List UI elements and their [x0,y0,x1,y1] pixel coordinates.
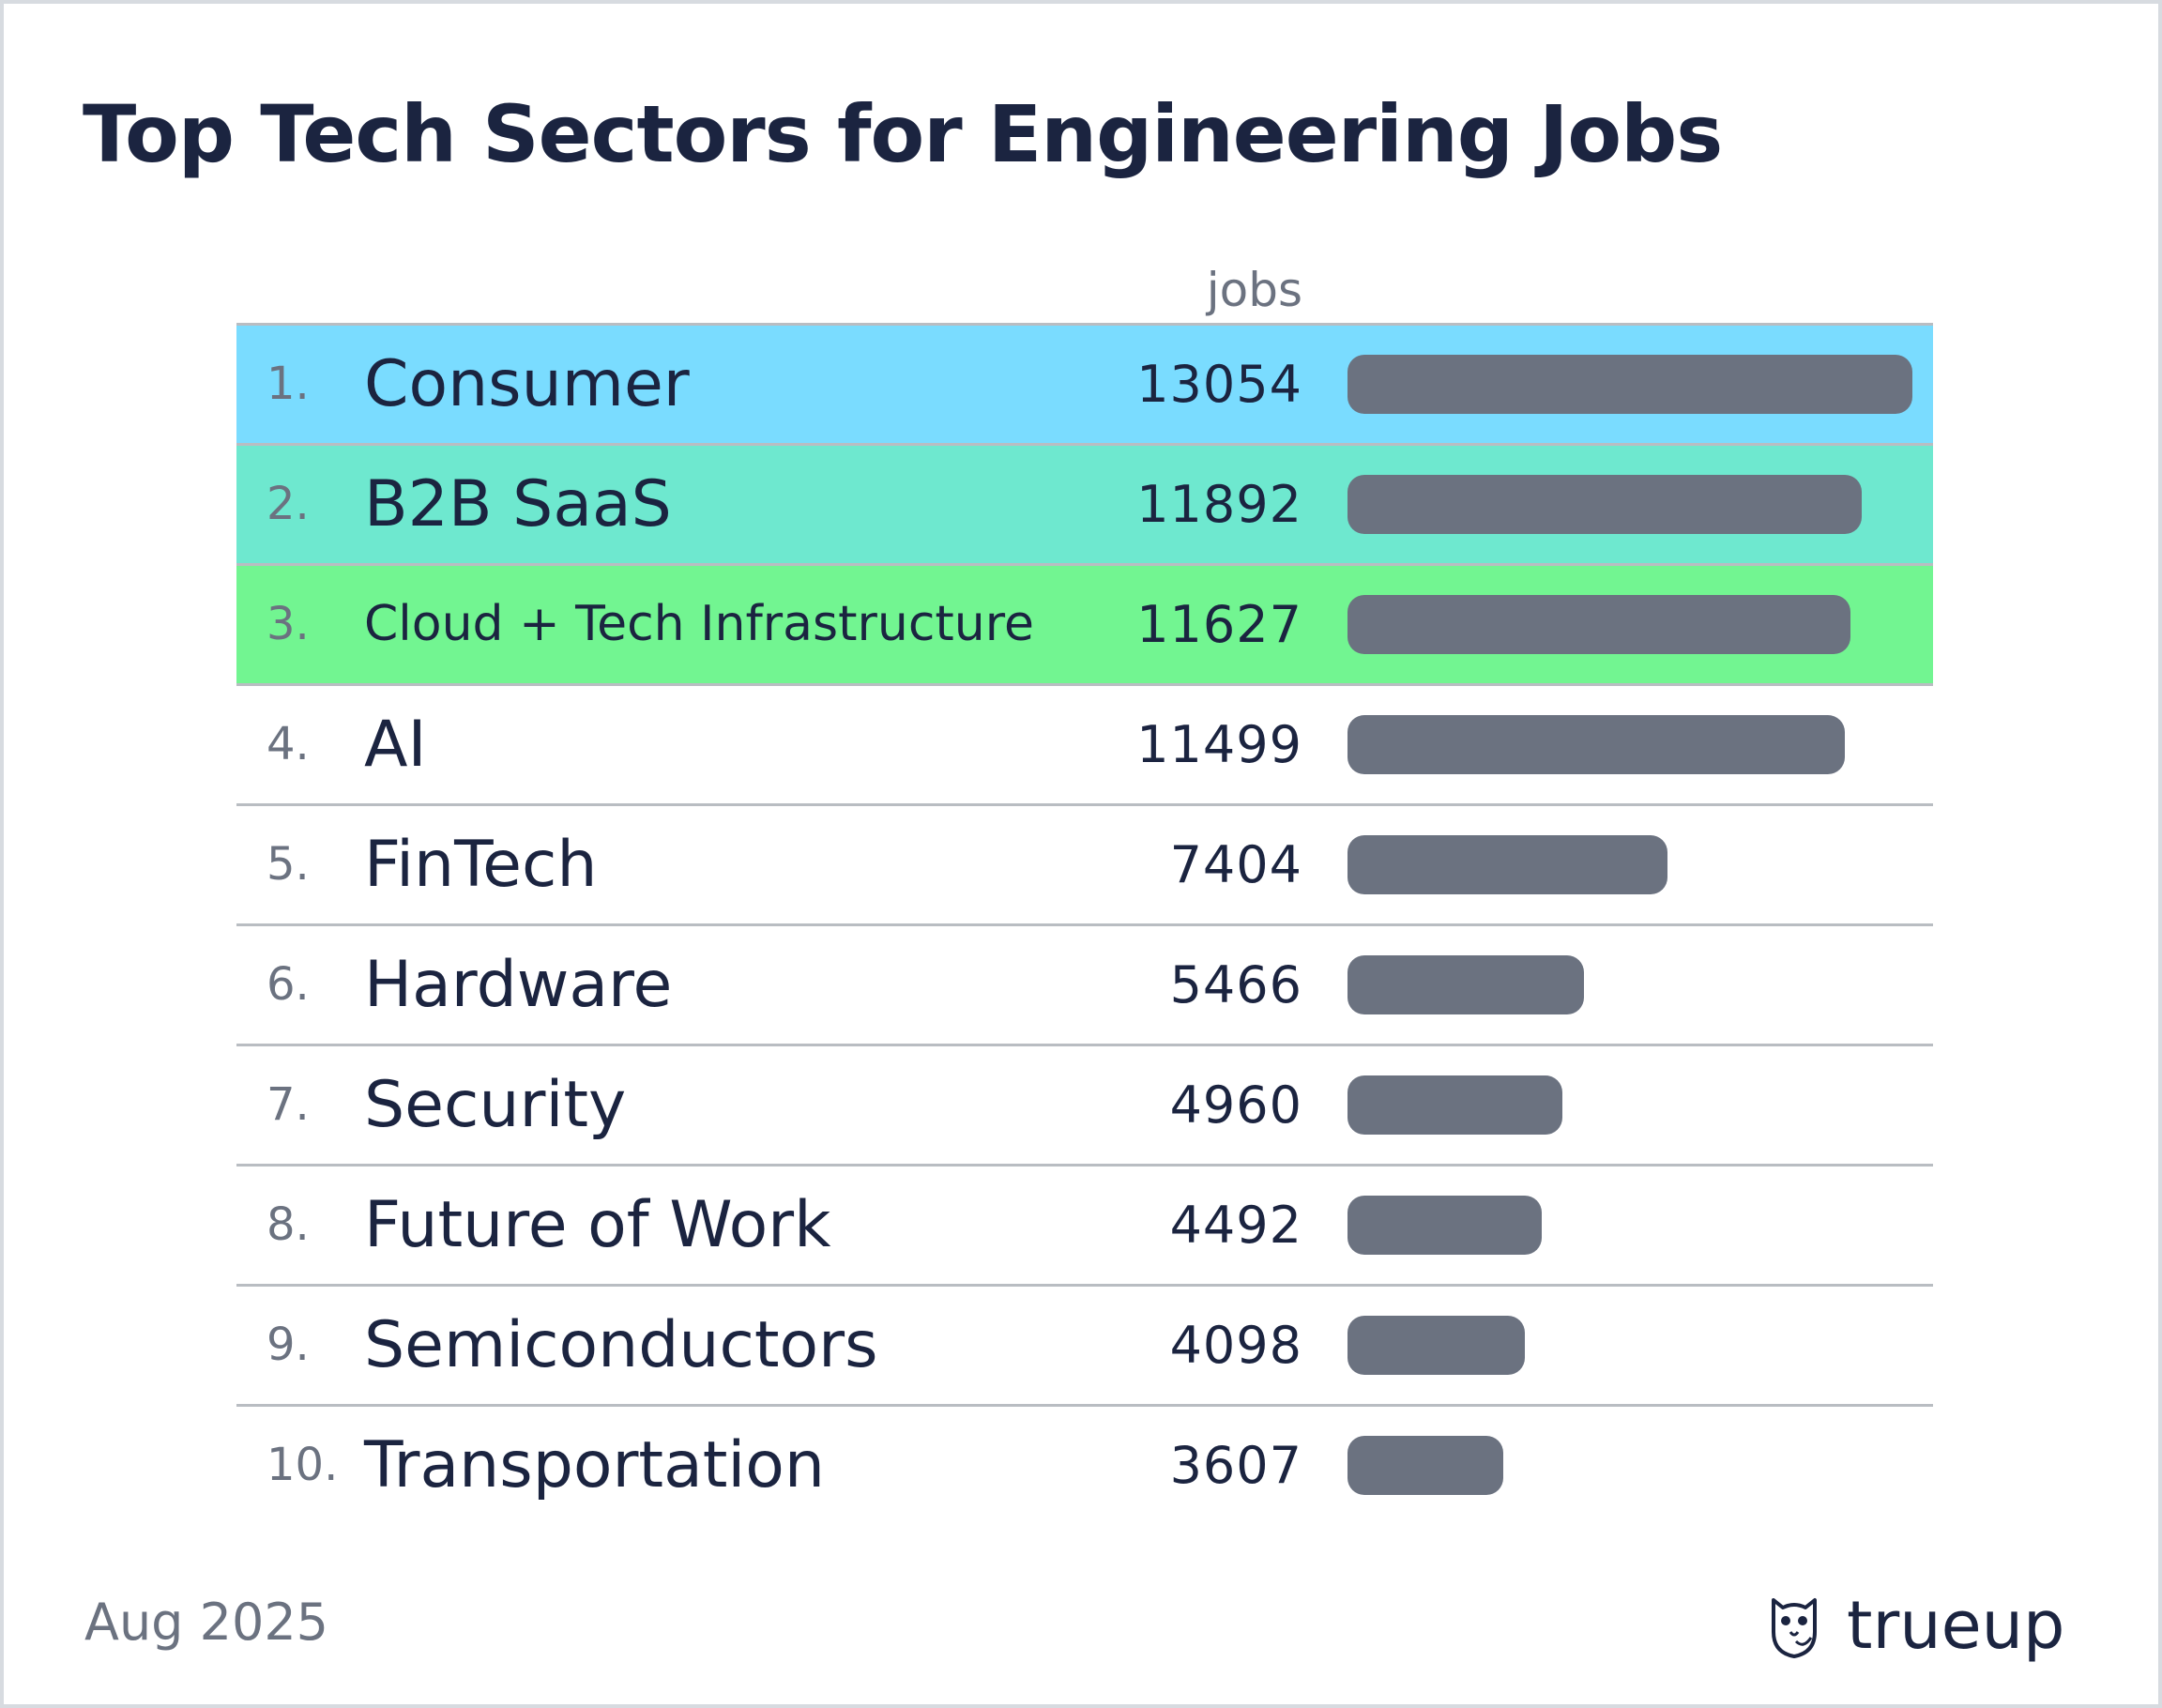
bar-track [1347,446,1911,563]
table-row: 10. Transportation 3607 [236,1404,1933,1524]
bar [1347,835,1667,894]
row-category: Transportation [364,1428,826,1502]
row-value-label: 11499 [1136,715,1302,774]
row-value-label: 4492 [1169,1196,1302,1255]
bar [1347,595,1850,654]
row-rank: 2. [266,478,310,530]
bar-track [1347,806,1911,923]
row-category: Security [364,1068,627,1142]
row-value-label: 7404 [1169,835,1302,894]
row-value-label: 5466 [1169,955,1302,1014]
ranking-rows: 1. Consumer 13054 2. B2B SaaS 11892 3. Cloud + … [236,323,1933,1524]
row-rank: 10. [266,1439,339,1491]
row-rank: 6. [266,958,310,1011]
bar [1347,1436,1503,1495]
bar-track [1347,1167,1911,1284]
brand-logo: trueup [1768,1588,2064,1663]
table-row: 8. Future of Work 4492 [236,1164,1933,1284]
bar [1347,955,1584,1014]
bar-track [1347,686,1911,803]
row-rank: 7. [266,1078,310,1131]
row-rank: 8. [266,1198,310,1251]
bar-track [1347,926,1911,1044]
footer-date: Aug 2025 [84,1593,329,1652]
bar [1347,1316,1525,1375]
table-row: 9. Semiconductors 4098 [236,1284,1933,1404]
bar [1347,355,1912,414]
row-category: Cloud + Tech Infrastructure [364,596,1034,652]
row-value-label: 4098 [1169,1316,1302,1375]
row-value-label: 4960 [1169,1075,1302,1135]
bar-track [1347,1407,1911,1524]
chart-title: Top Tech Sectors for Engineering Jobs [83,88,1723,180]
table-row: 7. Security 4960 [236,1044,1933,1164]
row-category: B2B SaaS [364,467,672,541]
row-category: FinTech [364,828,598,902]
bar [1347,475,1862,534]
bar [1347,715,1845,774]
value-column-header: jobs [1206,263,1302,317]
row-category: Hardware [364,948,673,1022]
bar-track [1347,1046,1911,1164]
owl-logo-icon [1772,1598,1817,1658]
bar-track [1347,1287,1911,1404]
row-category: Future of Work [364,1188,831,1262]
table-row: 6. Hardware 5466 [236,923,1933,1044]
row-value-label: 3607 [1169,1436,1302,1495]
row-category: AI [364,708,427,782]
row-rank: 3. [266,598,310,650]
table-row: 2. B2B SaaS 11892 [236,443,1933,563]
row-category: Semiconductors [364,1308,878,1382]
table-row: 1. Consumer 13054 [236,323,1933,443]
table-row: 5. FinTech 7404 [236,803,1933,923]
table-row: 3. Cloud + Tech Infrastructure 11627 [236,563,1933,683]
row-value-label: 11627 [1136,595,1302,654]
row-category: Consumer [364,347,690,421]
row-rank: 1. [266,358,310,410]
bar [1347,1196,1542,1255]
row-rank: 9. [266,1319,310,1371]
row-rank: 4. [266,718,310,770]
brand-name: trueup [1847,1587,2065,1664]
bar [1347,1075,1562,1135]
bar-track [1347,566,1911,683]
bar-track [1347,326,1912,443]
table-row: 4. AI 11499 [236,683,1933,803]
row-rank: 5. [266,838,310,891]
row-value-label: 11892 [1136,475,1302,534]
row-value-label: 13054 [1136,355,1302,414]
